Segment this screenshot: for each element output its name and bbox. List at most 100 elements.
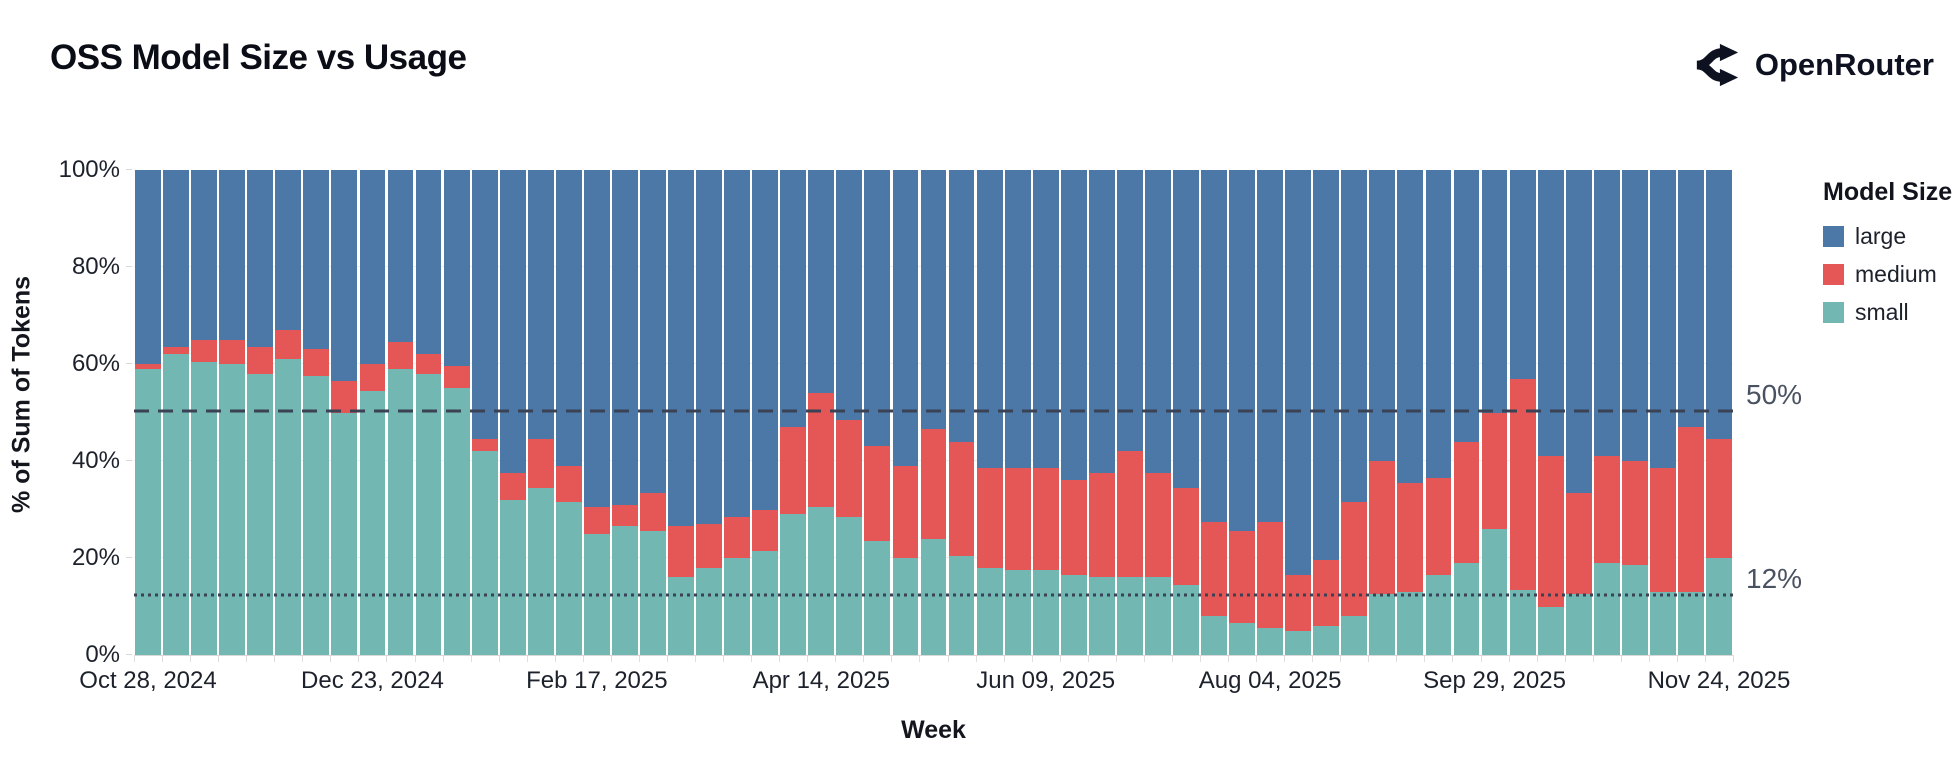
bar-segment-small[interactable] (976, 567, 1003, 655)
bar-jun-23-2025[interactable] (1088, 170, 1115, 655)
bar-segment-medium[interactable] (415, 354, 442, 374)
bar-segment-medium[interactable] (1004, 468, 1031, 571)
bar-segment-small[interactable] (1537, 606, 1564, 655)
bar-segment-medium[interactable] (1565, 492, 1592, 595)
bar-oct-06-2025[interactable] (1509, 170, 1536, 655)
bar-segment-small[interactable] (1706, 558, 1732, 655)
bar-segment-medium[interactable] (1425, 477, 1452, 575)
bar-segment-medium[interactable] (948, 441, 975, 556)
bar-segment-medium[interactable] (1341, 502, 1368, 617)
bar-segment-large[interactable] (668, 170, 694, 527)
bar-segment-large[interactable] (1313, 170, 1340, 561)
bar-segment-large[interactable] (1285, 170, 1312, 575)
bar-segment-small[interactable] (527, 487, 554, 655)
bar-apr-28-2025[interactable] (864, 170, 891, 655)
bar-oct-28-2024[interactable] (135, 170, 161, 655)
bar-segment-small[interactable] (499, 499, 526, 655)
bar-may-26-2025[interactable] (976, 170, 1003, 655)
bar-segment-small[interactable] (415, 373, 442, 655)
bar-segment-medium[interactable] (696, 524, 722, 568)
bar-segment-large[interactable] (611, 170, 638, 505)
bar-segment-small[interactable] (640, 531, 666, 655)
bar-segment-medium[interactable] (780, 427, 807, 515)
bar-jun-30-2025[interactable] (1116, 170, 1143, 655)
bar-jun-16-2025[interactable] (1060, 170, 1087, 655)
bar-segment-small[interactable] (471, 451, 498, 655)
bar-segment-small[interactable] (1565, 594, 1592, 655)
bar-segment-medium[interactable] (331, 380, 358, 413)
bar-segment-large[interactable] (583, 170, 610, 508)
bar-segment-small[interactable] (135, 368, 161, 655)
bar-mar-10-2025[interactable] (668, 170, 694, 655)
bar-segment-medium[interactable] (1509, 378, 1536, 590)
bar-segment-small[interactable] (1369, 594, 1396, 655)
bar-dec-02-2024[interactable] (275, 170, 302, 655)
bar-segment-medium[interactable] (1649, 468, 1676, 592)
bar-segment-small[interactable] (191, 361, 218, 655)
bar-segment-large[interactable] (1201, 170, 1227, 522)
bar-aug-25-2025[interactable] (1341, 170, 1368, 655)
bar-segment-large[interactable] (1341, 170, 1368, 503)
bar-segment-large[interactable] (892, 170, 919, 466)
bar-segment-medium[interactable] (1593, 456, 1620, 563)
bar-segment-large[interactable] (1621, 170, 1648, 462)
bar-segment-large[interactable] (808, 170, 835, 394)
bar-segment-large[interactable] (1481, 170, 1508, 413)
bar-segment-small[interactable] (1032, 570, 1059, 655)
bar-segment-medium[interactable] (1257, 521, 1284, 629)
bar-sep-01-2025[interactable] (1369, 170, 1396, 655)
bar-segment-medium[interactable] (1369, 461, 1396, 595)
bar-segment-small[interactable] (836, 516, 863, 655)
bar-segment-large[interactable] (1088, 170, 1115, 474)
bar-sep-29-2025[interactable] (1481, 170, 1508, 655)
bar-segment-small[interactable] (1313, 625, 1340, 655)
bar-segment-large[interactable] (1116, 170, 1143, 452)
bar-segment-large[interactable] (752, 170, 779, 510)
bar-dec-30-2024[interactable] (387, 170, 414, 655)
bar-segment-small[interactable] (1088, 577, 1115, 655)
bar-segment-medium[interactable] (527, 439, 554, 488)
bar-segment-small[interactable] (1397, 591, 1424, 655)
bar-segment-large[interactable] (1593, 170, 1620, 457)
bar-segment-small[interactable] (864, 541, 891, 655)
bar-nov-18-2024[interactable] (219, 170, 246, 655)
bar-segment-large[interactable] (864, 170, 891, 447)
bar-segment-small[interactable] (1004, 570, 1031, 655)
bar-segment-medium[interactable] (555, 465, 582, 503)
bar-segment-medium[interactable] (724, 516, 751, 558)
bar-segment-small[interactable] (696, 567, 722, 655)
bar-segment-large[interactable] (387, 170, 414, 343)
bar-segment-small[interactable] (892, 558, 919, 655)
bar-segment-medium[interactable] (1116, 451, 1143, 578)
bar-segment-small[interactable] (1649, 591, 1676, 655)
bar-feb-03-2025[interactable] (527, 170, 554, 655)
bar-segment-small[interactable] (555, 502, 582, 655)
bar-feb-24-2025[interactable] (611, 170, 638, 655)
bar-segment-large[interactable] (1144, 170, 1171, 474)
bar-segment-large[interactable] (443, 170, 470, 367)
bar-segment-small[interactable] (1453, 562, 1480, 655)
bar-segment-medium[interactable] (1677, 427, 1704, 592)
bar-segment-small[interactable] (303, 376, 330, 655)
bar-segment-medium[interactable] (920, 429, 947, 539)
bar-segment-small[interactable] (1677, 591, 1704, 655)
bar-segment-large[interactable] (135, 170, 161, 365)
bar-apr-14-2025[interactable] (808, 170, 835, 655)
bar-segment-large[interactable] (1060, 170, 1087, 481)
bar-segment-medium[interactable] (499, 473, 526, 500)
legend-item-large[interactable]: large (1823, 223, 1952, 250)
bar-segment-medium[interactable] (1313, 560, 1340, 626)
bar-segment-medium[interactable] (471, 439, 498, 452)
bar-segment-medium[interactable] (1060, 480, 1087, 575)
bar-may-19-2025[interactable] (948, 170, 975, 655)
bar-segment-small[interactable] (724, 558, 751, 655)
bar-oct-20-2025[interactable] (1565, 170, 1592, 655)
bar-may-05-2025[interactable] (892, 170, 919, 655)
bar-segment-medium[interactable] (1285, 574, 1312, 631)
bar-segment-medium[interactable] (752, 509, 779, 551)
bar-segment-large[interactable] (780, 170, 807, 428)
bar-mar-03-2025[interactable] (640, 170, 666, 655)
bar-segment-large[interactable] (920, 170, 947, 430)
bar-segment-large[interactable] (1229, 170, 1255, 532)
bar-segment-small[interactable] (1229, 623, 1255, 655)
